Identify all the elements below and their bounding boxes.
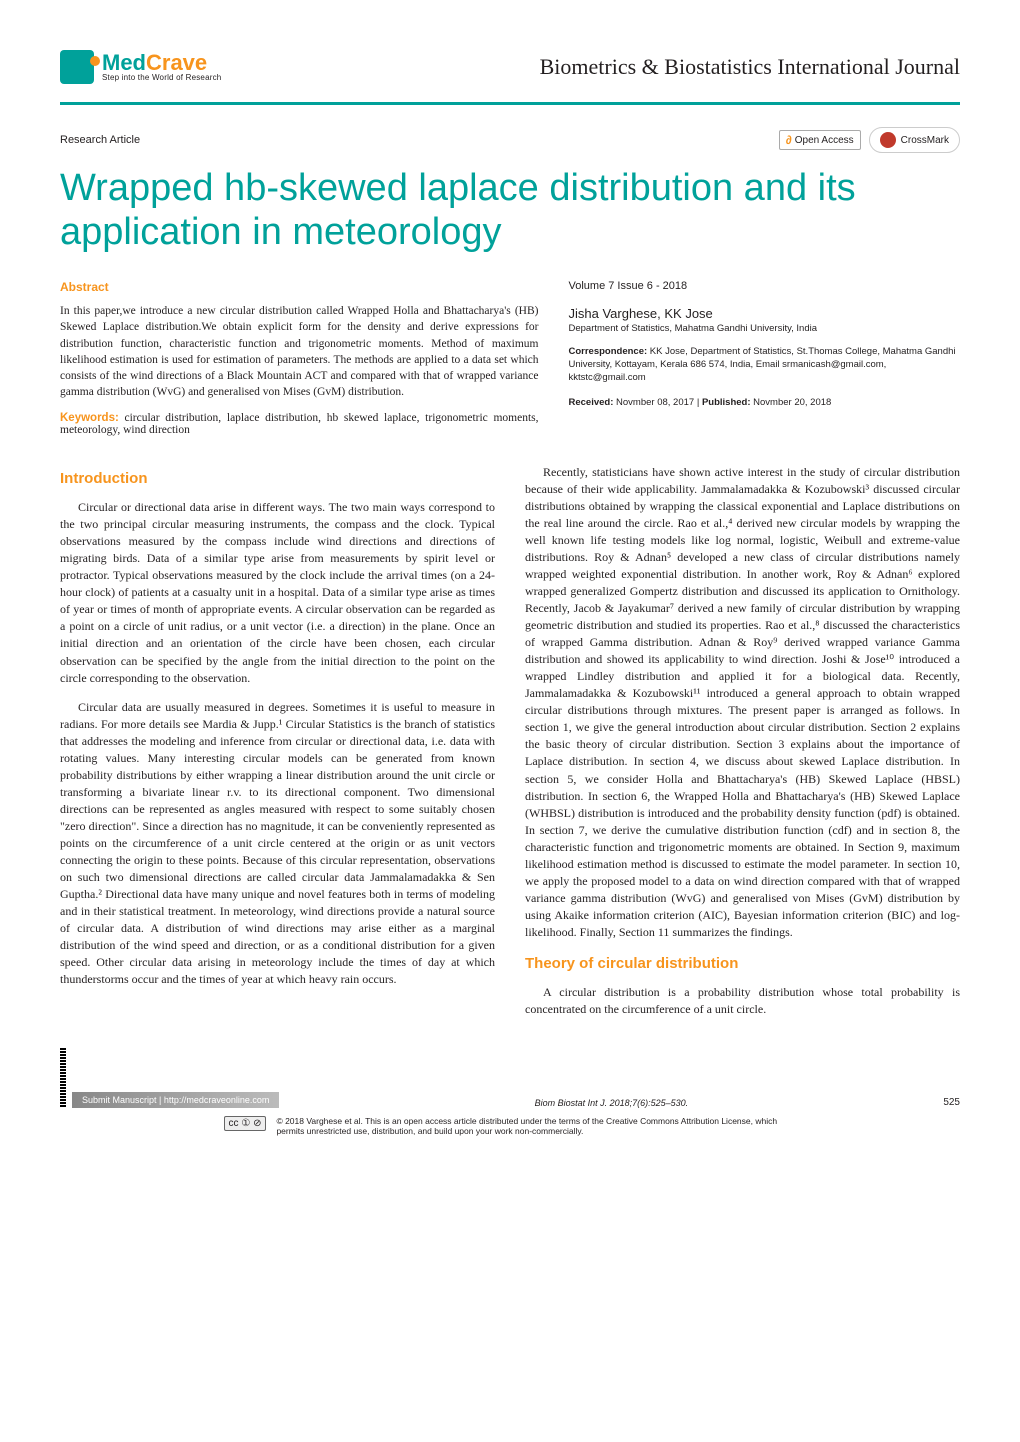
footer: Submit Manuscript | http://medcraveonlin… [60,1048,960,1136]
abstract-heading: Abstract [60,280,539,294]
correspondence-label: Correspondence: [569,346,648,357]
published-label: Published: [702,397,751,408]
cc-license-icon[interactable]: cc ① ⊘ [224,1116,267,1131]
citation: Biom Biostat Int J. 2018;7(6):525–530. [299,1098,923,1108]
abstract-text: In this paper,we introduce a new circula… [60,303,539,400]
body-columns: Introduction Circular or directional dat… [60,464,960,1018]
open-access-icon: ∂ [786,133,792,147]
barcode-icon [60,1048,66,1108]
keywords-label: Keywords: [60,412,119,424]
authors: Jisha Varghese, KK Jose [569,306,961,321]
logo-tagline: Step into the World of Research [102,74,221,82]
article-title: Wrapped hb-skewed laplace distribution a… [60,167,960,254]
intro-para-3: Recently, statisticians have shown activ… [525,464,960,941]
keywords: Keywords: circular distribution, laplace… [60,412,539,436]
publication-dates: Received: Novmber 08, 2017 | Published: … [569,397,961,408]
abstract-column: Abstract In this paper,we introduce a ne… [60,280,539,436]
affiliation: Department of Statistics, Mahatma Gandhi… [569,323,961,334]
received-date: Novmber 08, 2017 | [613,397,702,408]
license-row: cc ① ⊘ © 2018 Varghese et al. This is an… [60,1116,960,1136]
header-rule [60,102,960,105]
volume-issue: Volume 7 Issue 6 - 2018 [569,280,961,292]
journal-name: Biometrics & Biostatistics International… [540,54,960,80]
intro-para-2: Circular data are usually measured in de… [60,699,495,989]
article-meta-row: Research Article ∂ Open Access CrossMark [60,127,960,153]
license-text: © 2018 Varghese et al. This is an open a… [276,1116,796,1136]
correspondence: Correspondence: KK Jose, Department of S… [569,346,961,384]
header-two-col: Abstract In this paper,we introduce a ne… [60,280,960,436]
submit-manuscript-link[interactable]: Submit Manuscript | http://medcraveonlin… [72,1092,279,1108]
page-number: 525 [943,1097,960,1108]
logo-suffix: Crave [146,50,207,75]
published-date: Novmber 20, 2018 [751,397,832,408]
publisher-logo[interactable]: MedCrave Step into the World of Research [60,50,221,84]
logo-text: MedCrave [102,52,221,74]
crossmark-label: CrossMark [901,135,949,146]
crossmark-badge[interactable]: CrossMark [869,127,960,153]
crossmark-icon [880,132,896,148]
section-heading-theory: Theory of circular distribution [525,953,960,974]
theory-para-1: A circular distribution is a probability… [525,984,960,1018]
article-type: Research Article [60,134,140,146]
intro-para-1: Circular or directional data arise in di… [60,499,495,686]
section-heading-introduction: Introduction [60,468,495,489]
open-access-label: Open Access [795,135,854,146]
top-bar: MedCrave Step into the World of Research… [60,50,960,84]
logo-icon [60,50,94,84]
logo-prefix: Med [102,50,146,75]
meta-column: Volume 7 Issue 6 - 2018 Jisha Varghese, … [569,280,961,436]
received-label: Received: [569,397,614,408]
keywords-text: circular distribution, laplace distribut… [60,412,539,436]
open-access-badge[interactable]: ∂ Open Access [779,130,861,150]
badges: ∂ Open Access CrossMark [779,127,960,153]
